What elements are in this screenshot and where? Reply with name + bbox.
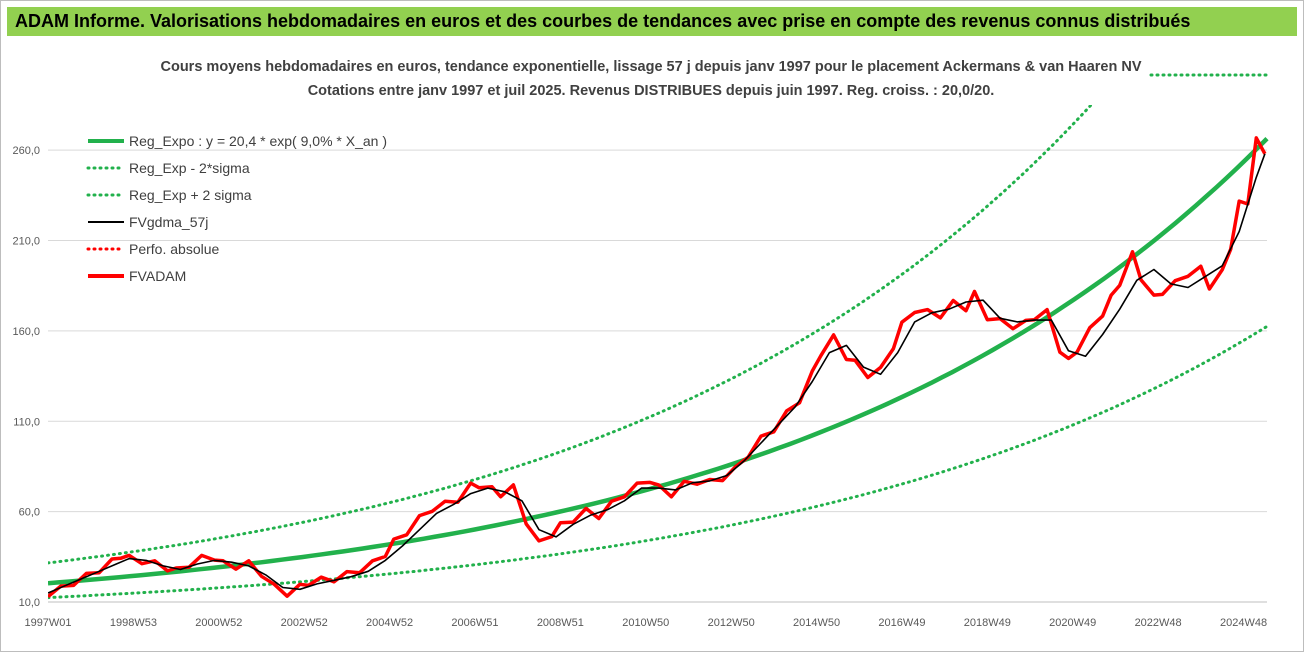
x-tick-label: 2004W52: [366, 617, 413, 629]
x-tick-label: 2008W51: [537, 617, 584, 629]
legend-label: Reg_Exp + 2 sigma: [129, 187, 252, 203]
x-tick-label: 2000W52: [195, 617, 242, 629]
axis-layer: 10,0 60,0 110,0 160,0 210,0 260,0 1997W01 1998W…: [12, 145, 1267, 629]
fvadam-line: [48, 136, 1267, 598]
x-tick-label: 2018W49: [964, 617, 1011, 629]
x-tick-label: 2012W50: [708, 617, 755, 629]
legend-label: Reg_Expo : y = 20,4 * exp( 9,0% * X_an ): [129, 133, 387, 149]
report-title: ADAM Informe. Valorisations hebdomadaire…: [15, 11, 1191, 31]
y-tick-label: 110,0: [13, 416, 40, 428]
grid-layer: [48, 149, 1267, 603]
fvgdma-57j-line: [48, 153, 1266, 594]
legend-label: Reg_Exp - 2*sigma: [129, 160, 250, 176]
chart-subtitle: Cotations entre janv 1997 et juil 2025. …: [308, 83, 995, 99]
x-tick-label: 2022W48: [1135, 617, 1182, 629]
legend-label: FVADAM: [129, 268, 186, 284]
x-tick-label: 1998W53: [110, 617, 157, 629]
y-tick-label: 10,0: [19, 597, 40, 609]
legend: Reg_Expo : y = 20,4 * exp( 9,0% * X_an )…: [86, 133, 387, 284]
report-banner: ADAM Informe. Valorisations hebdomadaire…: [7, 7, 1297, 36]
x-tick-label: 1997W01: [24, 617, 71, 629]
reg-exp-minus-2sigma-line: [48, 324, 1269, 600]
x-tick-label: 2020W49: [1049, 617, 1096, 629]
reg-expo-line: [48, 137, 1269, 586]
series-layer: [48, 105, 1269, 600]
y-tick-label: 60,0: [19, 507, 40, 519]
legend-label: Perfo. absolue: [129, 241, 219, 257]
x-tick-label: 2002W52: [281, 617, 328, 629]
chart-title: Cours moyens hebdomadaires en euros, ten…: [161, 59, 1142, 75]
y-tick-label: 210,0: [12, 236, 40, 248]
x-tick-label: 2016W49: [878, 617, 925, 629]
x-tick-label: 2010W50: [622, 617, 669, 629]
legend-label: FVgdma_57j: [129, 214, 208, 230]
y-tick-label: 260,0: [12, 145, 40, 157]
x-tick-label: 2014W50: [793, 617, 840, 629]
y-tick-label: 160,0: [12, 326, 40, 338]
x-tick-label: 2006W51: [451, 617, 498, 629]
reg-exp-plus-2sigma-line: [48, 105, 1094, 565]
x-tick-label: 2024W48: [1220, 617, 1267, 629]
